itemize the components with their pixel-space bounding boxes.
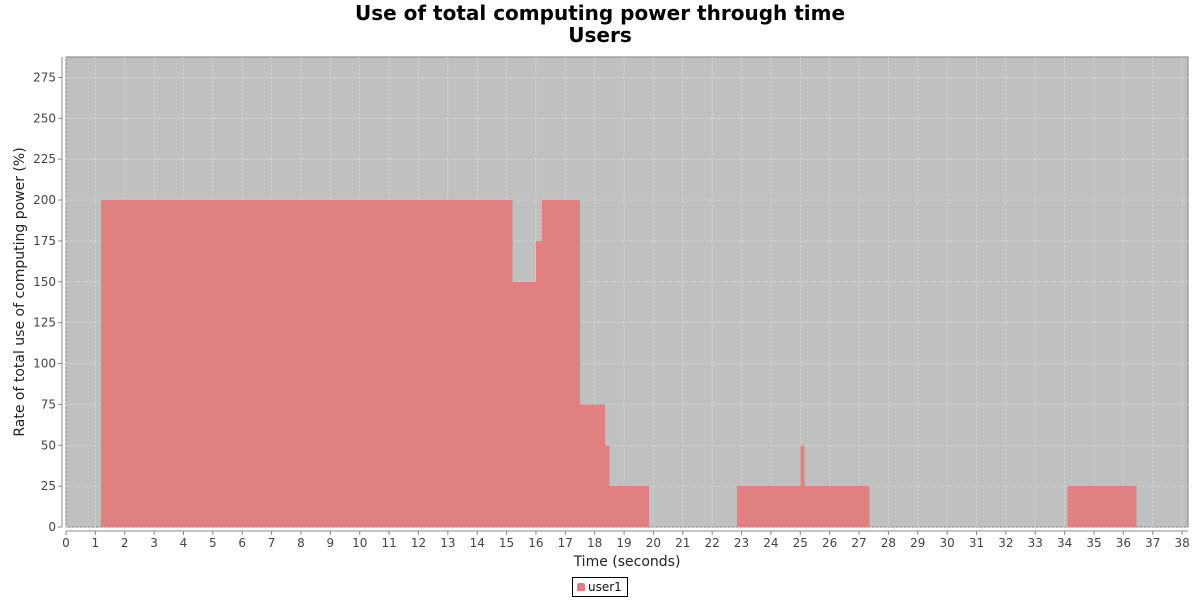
- y-axis-label: Rate of total use of computing power (%): [12, 147, 28, 436]
- y-tick-label: 0: [48, 520, 56, 534]
- legend-swatch-icon: [577, 583, 585, 591]
- x-tick-label: 34: [1057, 536, 1072, 550]
- x-tick-label: 30: [940, 536, 955, 550]
- series-step-user1: [541, 200, 581, 528]
- chart-title: Use of total computing power through tim…: [354, 1, 846, 25]
- x-tick-label: 4: [180, 536, 188, 550]
- y-tick-label: 175: [33, 234, 56, 248]
- x-tick-label: 19: [616, 536, 631, 550]
- x-tick-label: 0: [62, 536, 70, 550]
- x-axis-label: Time (seconds): [573, 554, 681, 570]
- x-tick-label: 14: [470, 536, 485, 550]
- series-step-user1: [535, 240, 542, 528]
- legend: user1: [572, 577, 628, 597]
- y-tick-label: 250: [33, 111, 56, 125]
- x-tick-label: 23: [734, 536, 749, 550]
- series-step-user1: [737, 486, 801, 527]
- x-tick-label: 21: [675, 536, 690, 550]
- series-step-user1: [101, 200, 513, 528]
- x-tick-label: 3: [150, 536, 158, 550]
- y-tick-label: 25: [41, 479, 56, 493]
- x-tick-label: 2: [121, 536, 129, 550]
- x-tick-label: 35: [1086, 536, 1101, 550]
- x-tick-label: 9: [327, 536, 335, 550]
- x-tick-label: 8: [297, 536, 305, 550]
- y-tick-label: 150: [33, 275, 56, 289]
- x-tick-label: 28: [881, 536, 896, 550]
- y-tick-label: 125: [33, 316, 56, 330]
- series-step-user1: [1067, 486, 1137, 527]
- x-tick-label: 31: [969, 536, 984, 550]
- x-tick-label: 26: [822, 536, 837, 550]
- series-step-user1: [512, 281, 536, 527]
- x-tick-label: 6: [238, 536, 246, 550]
- legend-label: user1: [588, 580, 622, 594]
- x-tick-label: 11: [381, 536, 396, 550]
- y-tick-label: 275: [33, 70, 56, 84]
- x-tick-label: 15: [499, 536, 514, 550]
- series-step-user1: [580, 404, 605, 527]
- y-tick-label: 200: [33, 193, 56, 207]
- x-tick-label: 10: [352, 536, 367, 550]
- x-tick-label: 17: [558, 536, 573, 550]
- x-tick-label: 38: [1174, 536, 1189, 550]
- series-step-user1: [800, 445, 805, 527]
- x-tick-label: 32: [998, 536, 1013, 550]
- y-tick-label: 100: [33, 357, 56, 371]
- series-step-user1: [604, 445, 610, 527]
- x-tick-label: 22: [705, 536, 720, 550]
- x-tick-label: 33: [1028, 536, 1043, 550]
- x-tick-label: 1: [92, 536, 100, 550]
- series-step-user1: [609, 486, 650, 527]
- x-tick-label: 13: [440, 536, 455, 550]
- x-tick-label: 16: [528, 536, 543, 550]
- x-tick-label: 18: [587, 536, 602, 550]
- x-tick-label: 37: [1145, 536, 1160, 550]
- y-tick-label: 75: [41, 397, 56, 411]
- y-tick-label: 50: [41, 438, 56, 452]
- x-tick-label: 36: [1116, 536, 1131, 550]
- x-tick-label: 20: [646, 536, 661, 550]
- x-tick-label: 27: [851, 536, 866, 550]
- x-tick-label: 25: [793, 536, 808, 550]
- x-tick-label: 29: [910, 536, 925, 550]
- chart-subtitle: Users: [568, 23, 632, 47]
- series-areas: [101, 200, 1137, 528]
- x-tick-label: 7: [268, 536, 276, 550]
- x-tick-label: 5: [209, 536, 217, 550]
- x-tick-label: 24: [763, 536, 778, 550]
- y-tick-label: 225: [33, 152, 56, 166]
- series-step-user1: [804, 486, 870, 527]
- x-tick-label: 12: [411, 536, 426, 550]
